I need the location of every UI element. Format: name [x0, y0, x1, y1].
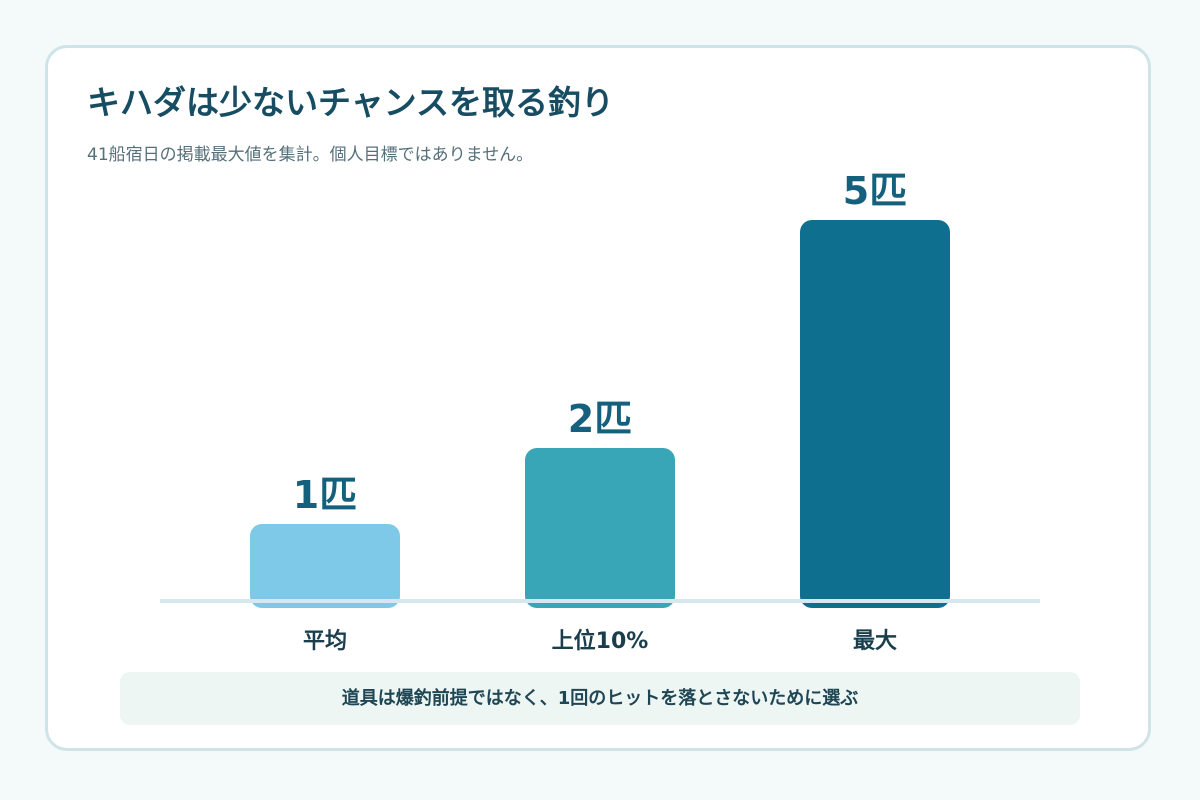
value-label-2: 2匹 [568, 397, 632, 441]
category-label-2: 上位10% [552, 628, 649, 654]
chart-subtitle: 41船宿日の掲載最大値を集計。個人目標ではありません。 [87, 145, 534, 165]
category-label-3: 最大 [853, 629, 897, 654]
bar-2 [525, 448, 675, 608]
chart-card [45, 45, 1151, 751]
category-label-1: 平均 [303, 628, 347, 654]
x-axis-baseline [160, 599, 1040, 603]
chart-title: キハダは少ないチャンスを取る釣り [87, 83, 615, 122]
bar-1 [250, 524, 400, 608]
bar-3 [800, 220, 950, 608]
value-label-3: 5匹 [843, 169, 907, 213]
value-label-1: 1匹 [293, 473, 357, 517]
footnote-banner: 道具は爆釣前提ではなく、1回のヒットを落とさないために選ぶ [120, 672, 1080, 725]
